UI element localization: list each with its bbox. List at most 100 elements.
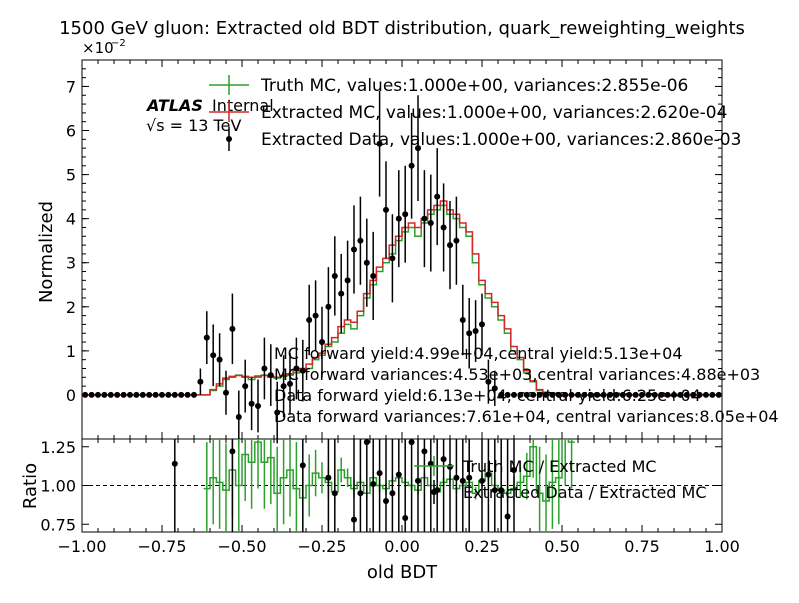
data-point bbox=[421, 215, 428, 222]
data-point bbox=[427, 220, 434, 227]
atlas-internal-label: Internal bbox=[212, 96, 274, 115]
ratio-data-point bbox=[376, 470, 383, 477]
atlas-label-group: ATLAS Internal √s = 13 TeV bbox=[145, 96, 274, 135]
y-multiplier-base: ×10 bbox=[82, 39, 114, 57]
ratio-data-point bbox=[485, 471, 492, 478]
data-point bbox=[511, 391, 517, 398]
data-point bbox=[95, 391, 101, 398]
data-point bbox=[197, 378, 204, 385]
data-point bbox=[607, 391, 613, 398]
data-point bbox=[101, 391, 108, 398]
data-point bbox=[242, 383, 249, 390]
data-point bbox=[293, 365, 300, 372]
ratio-data-point bbox=[459, 477, 466, 484]
ratio-data-point bbox=[408, 439, 415, 446]
x-tick-label: −1.00 bbox=[57, 537, 106, 556]
data-point bbox=[107, 391, 114, 398]
data-point bbox=[351, 246, 357, 253]
y-tick-label-bottom: 1.25 bbox=[40, 438, 76, 457]
ratio-data-point bbox=[395, 471, 402, 478]
data-point bbox=[664, 391, 671, 398]
legend-label: Extracted MC, values:1.000e+00, variance… bbox=[261, 103, 727, 123]
data-point bbox=[491, 385, 498, 392]
data-point bbox=[255, 402, 261, 409]
ratio-data-point bbox=[402, 515, 409, 522]
x-tick-label: 0.75 bbox=[624, 537, 660, 556]
ratio-data-point bbox=[498, 487, 505, 494]
y-multiplier: ×10 −2 bbox=[82, 38, 126, 57]
x-tick-label: −0.75 bbox=[137, 537, 186, 556]
data-point bbox=[459, 317, 466, 324]
y-axis-label-bottom: Ratio bbox=[20, 463, 41, 509]
bottom-legend-marker bbox=[431, 489, 437, 495]
data-point bbox=[523, 391, 530, 398]
data-point bbox=[146, 391, 153, 398]
data-point bbox=[696, 391, 703, 398]
data-point bbox=[530, 391, 537, 398]
data-point bbox=[504, 391, 511, 398]
ratio-data-point bbox=[421, 448, 428, 455]
top-legend: Truth MC, values:1.000e+00, variances:2.… bbox=[209, 75, 741, 151]
data-point bbox=[619, 391, 626, 398]
legend-label: Extracted Data, values:1.000e+00, varian… bbox=[261, 130, 741, 150]
data-point bbox=[383, 206, 389, 213]
y-tick-label-top: 1 bbox=[66, 342, 76, 361]
data-point bbox=[415, 145, 421, 152]
data-point bbox=[651, 391, 658, 398]
x-tick-label: −0.25 bbox=[297, 537, 346, 556]
data-point bbox=[587, 391, 594, 398]
ratio-data-point bbox=[389, 490, 396, 497]
y-tick-label-top: 6 bbox=[66, 122, 76, 141]
data-point bbox=[229, 325, 236, 332]
data-point bbox=[575, 391, 581, 398]
data-point bbox=[555, 391, 562, 398]
data-point bbox=[466, 330, 473, 337]
data-point bbox=[338, 290, 345, 297]
data-point bbox=[280, 383, 287, 390]
data-point bbox=[165, 391, 172, 398]
data-point bbox=[235, 413, 242, 420]
data-point bbox=[472, 328, 479, 335]
data-point bbox=[440, 224, 447, 231]
data-point bbox=[267, 372, 274, 379]
ratio-data-point bbox=[370, 480, 377, 487]
ratio-data-point bbox=[357, 490, 364, 497]
data-point bbox=[581, 391, 588, 398]
data-point bbox=[709, 391, 716, 398]
x-tick-label: 0.25 bbox=[464, 537, 500, 556]
data-point bbox=[306, 317, 313, 324]
data-point bbox=[402, 211, 409, 218]
data-point bbox=[703, 391, 709, 398]
data-point bbox=[543, 391, 549, 398]
data-point bbox=[479, 321, 485, 328]
ratio-data-point bbox=[504, 513, 511, 520]
ratio-data-point bbox=[351, 516, 357, 523]
x-tick-label: 0.00 bbox=[384, 537, 420, 556]
data-point bbox=[639, 391, 645, 398]
data-point bbox=[408, 162, 415, 169]
data-point bbox=[319, 339, 325, 346]
data-point bbox=[223, 389, 229, 396]
data-point bbox=[677, 391, 684, 398]
data-point bbox=[498, 391, 505, 398]
data-point bbox=[203, 334, 210, 341]
data-point bbox=[82, 391, 89, 398]
data-point bbox=[671, 391, 677, 398]
data-point bbox=[434, 193, 441, 200]
y-axis-label-top: Normalized bbox=[36, 201, 57, 303]
data-point bbox=[127, 391, 133, 398]
data-point bbox=[549, 391, 556, 398]
data-point bbox=[178, 391, 185, 398]
data-point bbox=[376, 140, 383, 147]
data-point bbox=[325, 303, 332, 310]
data-point bbox=[159, 391, 165, 398]
data-point bbox=[216, 356, 223, 363]
data-point bbox=[114, 391, 121, 398]
ratio-data-point bbox=[229, 448, 236, 455]
data-point bbox=[344, 277, 351, 284]
data-point bbox=[357, 237, 364, 244]
data-point bbox=[447, 242, 453, 249]
ratio-data-point bbox=[171, 460, 178, 467]
data-point bbox=[562, 391, 569, 398]
